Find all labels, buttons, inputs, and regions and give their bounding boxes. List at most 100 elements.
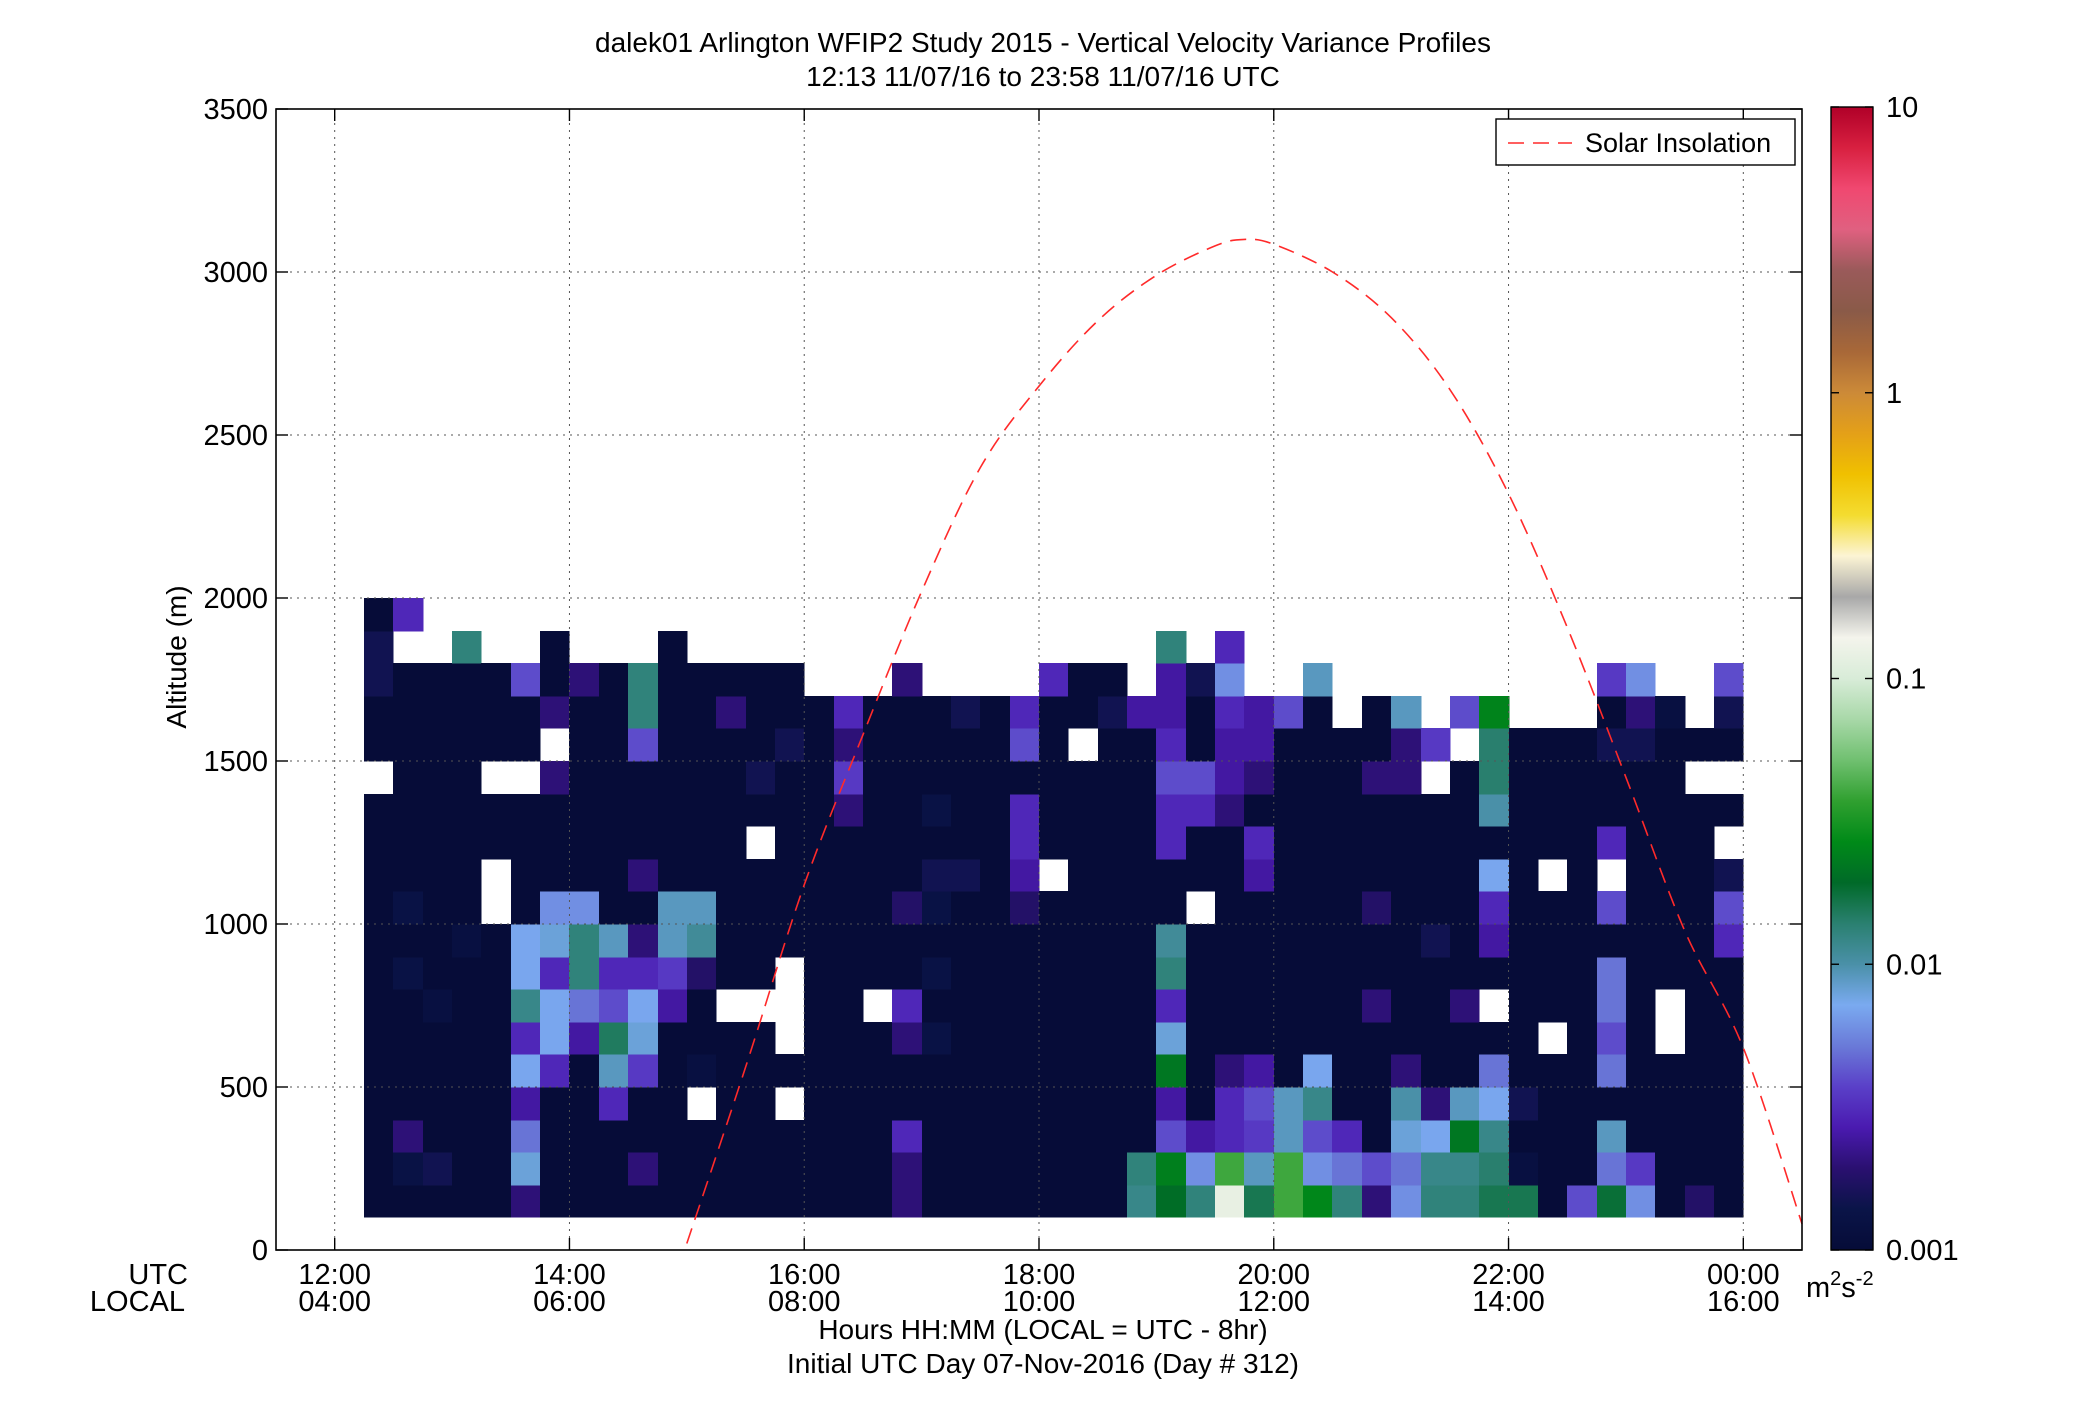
- heatmap-cell: [452, 794, 482, 827]
- heatmap-cell: [922, 924, 952, 958]
- heatmap-cell: [1303, 957, 1333, 990]
- heatmap-cell: [423, 761, 453, 795]
- heatmap-cell: [452, 1022, 482, 1055]
- heatmap-cell: [1714, 1087, 1744, 1121]
- heatmap-cell: [1538, 924, 1568, 958]
- heatmap-cell: [951, 1087, 981, 1121]
- heatmap-cell: [1244, 1120, 1275, 1153]
- heatmap-cell: [1274, 924, 1304, 958]
- solar-insolation-curve: [686, 238, 1803, 1244]
- heatmap-cell: [804, 989, 835, 1023]
- heatmap-cell: [1332, 859, 1363, 892]
- heatmap-cell: [452, 696, 482, 729]
- heatmap-cell: [775, 1120, 805, 1153]
- heatmap-cell: [863, 957, 893, 990]
- heatmap-cell: [658, 696, 688, 729]
- heatmap-cell: [804, 696, 835, 729]
- heatmap-cell: [716, 1087, 747, 1121]
- y-tick-label: 3500: [203, 94, 268, 126]
- heatmap-cell: [892, 957, 923, 990]
- heatmap-cell: [628, 1120, 659, 1153]
- heatmap-cell: [511, 859, 541, 892]
- heatmap-cell: [1421, 891, 1451, 925]
- heatmap-cell: [863, 1087, 893, 1121]
- heatmap-cell: [775, 696, 805, 729]
- heatmap-cell: [892, 1185, 923, 1218]
- heatmap-cell: [511, 957, 541, 990]
- heatmap-cell: [569, 1087, 600, 1121]
- heatmap-cell: [1421, 1087, 1451, 1121]
- heatmap-cell: [1391, 696, 1422, 729]
- heatmap-cell: [1098, 859, 1128, 892]
- heatmap-cell: [599, 859, 629, 892]
- heatmap-cell: [1450, 794, 1480, 827]
- heatmap-cell: [716, 826, 747, 860]
- heatmap-cell: [892, 924, 923, 958]
- heatmap-cell: [364, 957, 394, 990]
- heatmap-cell: [599, 728, 629, 762]
- heatmap-cell: [951, 728, 981, 762]
- heatmap-cell: [1215, 859, 1245, 892]
- heatmap-cell: [1626, 859, 1656, 892]
- heatmap-cell: [1421, 1054, 1451, 1088]
- heatmap-cell: [716, 1054, 747, 1088]
- heatmap-cell: [1626, 696, 1656, 729]
- heatmap-cell: [1479, 891, 1510, 925]
- heatmap-cell: [1332, 794, 1363, 827]
- heatmap-cell: [599, 1152, 629, 1186]
- heatmap-cell: [834, 989, 864, 1023]
- heatmap-cell: [569, 696, 600, 729]
- heatmap-cell: [1714, 989, 1744, 1023]
- heatmap-cell: [951, 794, 981, 827]
- heatmap-cell: [804, 1054, 835, 1088]
- heatmap-cell: [687, 1054, 717, 1088]
- heatmap-cell: [423, 1022, 453, 1055]
- colorbar-tick-label: 0.001: [1886, 1235, 1959, 1267]
- heatmap-cell: [1215, 794, 1245, 827]
- heatmap-cell: [1655, 1087, 1686, 1121]
- heatmap-cell: [1362, 989, 1392, 1023]
- heatmap-cell: [687, 1120, 717, 1153]
- heatmap-cell: [393, 1152, 424, 1186]
- heatmap-cell: [1186, 859, 1216, 892]
- y-tick-label: 500: [220, 1072, 268, 1104]
- heatmap-cell: [364, 989, 394, 1023]
- heatmap-cell: [775, 826, 805, 860]
- heatmap-cell: [481, 1120, 512, 1153]
- heatmap-cell: [1127, 1054, 1157, 1088]
- y-tick-label: 1000: [203, 909, 268, 941]
- heatmap-cell: [1098, 1185, 1128, 1218]
- heatmap-cell: [951, 957, 981, 990]
- heatmap-cell: [1509, 1054, 1539, 1088]
- heatmap-cell: [540, 696, 570, 729]
- heatmap-cell: [1626, 891, 1656, 925]
- heatmap-cell: [393, 663, 424, 697]
- heatmap-cell: [1010, 761, 1040, 795]
- heatmap-cell: [1068, 794, 1099, 827]
- heatmap-cell: [746, 1054, 776, 1088]
- heatmap-cell: [658, 728, 688, 762]
- heatmap-cell: [922, 989, 952, 1023]
- heatmap-cell: [628, 696, 659, 729]
- heatmap-cell: [1156, 761, 1187, 795]
- heatmap-cell: [540, 631, 570, 664]
- heatmap-cell: [775, 761, 805, 795]
- heatmap-cell: [540, 957, 570, 990]
- heatmap-cell: [1274, 1120, 1304, 1153]
- heatmap-cell: [1421, 794, 1451, 827]
- heatmap-cell: [1538, 1087, 1568, 1121]
- heatmap-cell: [1039, 696, 1069, 729]
- heatmap-cell: [716, 663, 747, 697]
- heatmap-cell: [1010, 794, 1040, 827]
- colorbar-unit-label: m2s-2: [1806, 1268, 1874, 1304]
- heatmap-cell: [1626, 1087, 1656, 1121]
- heatmap-cell: [1098, 826, 1128, 860]
- heatmap-cell: [746, 1185, 776, 1218]
- heatmap-cell: [1479, 1185, 1510, 1218]
- heatmap-cell: [1714, 1054, 1744, 1088]
- heatmap-cell: [1479, 1120, 1510, 1153]
- x-tick-label-local: 04:00: [298, 1286, 371, 1318]
- heatmap-cell: [1655, 1054, 1686, 1088]
- heatmap-cell: [1010, 891, 1040, 925]
- heatmap-cell: [1597, 728, 1627, 762]
